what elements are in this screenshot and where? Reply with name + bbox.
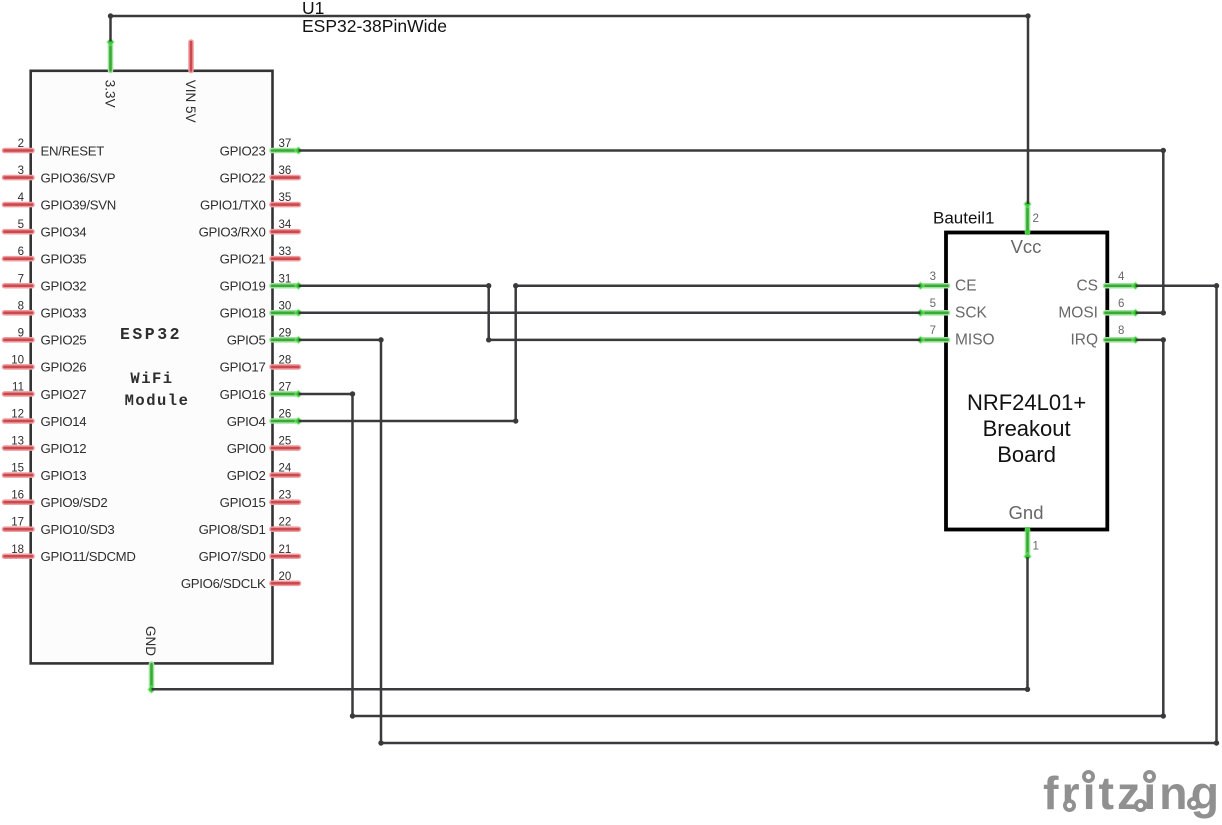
svg-text:6: 6 (1118, 298, 1124, 310)
svg-text:GPIO33: GPIO33 (41, 306, 87, 321)
svg-text:WiFi: WiFi (130, 370, 173, 388)
svg-text:7: 7 (18, 273, 24, 285)
svg-text:2: 2 (1033, 213, 1039, 225)
svg-text:4: 4 (1118, 271, 1125, 283)
svg-text:GPIO5: GPIO5 (227, 333, 266, 348)
svg-text:GPIO27: GPIO27 (41, 387, 87, 402)
svg-text:5: 5 (930, 298, 936, 310)
svg-text:8: 8 (18, 300, 24, 312)
svg-text:35: 35 (279, 192, 292, 204)
svg-text:Breakout: Breakout (983, 416, 1071, 441)
svg-text:Bauteil1: Bauteil1 (933, 209, 994, 228)
svg-text:17: 17 (11, 517, 24, 529)
svg-text:MISO: MISO (955, 332, 995, 349)
svg-text:CE: CE (955, 278, 977, 295)
svg-text:EN/RESET: EN/RESET (41, 143, 105, 158)
svg-text:GND: GND (143, 626, 158, 656)
svg-text:36: 36 (279, 165, 292, 177)
svg-text:4: 4 (18, 192, 25, 204)
svg-text:12: 12 (11, 409, 24, 421)
svg-text:GPIO19: GPIO19 (220, 279, 266, 294)
svg-text:21: 21 (279, 544, 292, 556)
svg-text:GPIO36/SVP: GPIO36/SVP (41, 170, 116, 185)
svg-text:ESP32: ESP32 (120, 325, 182, 344)
svg-text:GPIO17: GPIO17 (220, 360, 266, 375)
svg-text:GPIO0: GPIO0 (227, 441, 266, 456)
svg-text:5: 5 (18, 219, 24, 231)
svg-text:8: 8 (1118, 325, 1124, 337)
svg-text:NRF24L01+: NRF24L01+ (967, 390, 1086, 415)
svg-text:11: 11 (12, 381, 24, 393)
svg-text:25: 25 (279, 436, 292, 448)
svg-text:GPIO35: GPIO35 (41, 252, 87, 267)
svg-text:13: 13 (11, 436, 24, 448)
svg-text:GPIO7/SD0: GPIO7/SD0 (199, 549, 266, 564)
svg-text:GPIO9/SD2: GPIO9/SD2 (41, 495, 108, 510)
svg-text:24: 24 (279, 463, 292, 475)
svg-text:20: 20 (279, 571, 292, 583)
svg-text:GPIO22: GPIO22 (220, 170, 266, 185)
svg-text:GPIO25: GPIO25 (41, 333, 87, 348)
svg-text:GPIO18: GPIO18 (220, 306, 266, 321)
svg-text:37: 37 (279, 138, 292, 150)
svg-text:7: 7 (930, 325, 936, 337)
svg-text:U1: U1 (302, 0, 324, 18)
svg-text:3: 3 (18, 165, 24, 177)
svg-text:Gnd: Gnd (1009, 502, 1044, 523)
svg-text:Vcc: Vcc (1011, 236, 1042, 257)
svg-text:33: 33 (279, 246, 292, 258)
svg-text:GPIO1/TX0: GPIO1/TX0 (200, 197, 265, 212)
svg-text:VIN 5V: VIN 5V (183, 80, 198, 123)
svg-text:9: 9 (18, 327, 24, 339)
svg-text:GPIO8/SD1: GPIO8/SD1 (199, 522, 266, 537)
svg-text:3.3V: 3.3V (103, 80, 118, 108)
svg-text:GPIO6/SDCLK: GPIO6/SDCLK (181, 576, 266, 591)
svg-text:ESP32-38PinWide: ESP32-38PinWide (302, 16, 447, 36)
svg-text:GPIO32: GPIO32 (41, 279, 87, 294)
svg-text:Module: Module (125, 392, 190, 410)
svg-text:GPIO39/SVN: GPIO39/SVN (41, 197, 116, 212)
svg-text:28: 28 (279, 354, 292, 366)
svg-text:29: 29 (279, 327, 292, 339)
svg-text:GPIO2: GPIO2 (227, 468, 266, 483)
svg-text:GPIO3/RX0: GPIO3/RX0 (199, 224, 266, 239)
svg-text:6: 6 (18, 246, 24, 258)
svg-text:GPIO14: GPIO14 (41, 414, 87, 429)
svg-text:15: 15 (11, 463, 24, 475)
svg-text:31: 31 (279, 273, 292, 285)
svg-text:GPIO15: GPIO15 (220, 495, 266, 510)
svg-text:GPIO16: GPIO16 (220, 387, 266, 402)
svg-text:16: 16 (11, 490, 24, 502)
svg-text:1: 1 (1033, 541, 1039, 553)
svg-text:GPIO12: GPIO12 (41, 441, 87, 456)
svg-text:MOSI: MOSI (1058, 305, 1098, 322)
svg-text:23: 23 (279, 490, 292, 502)
svg-text:GPIO34: GPIO34 (41, 224, 87, 239)
svg-text:SCK: SCK (955, 305, 988, 322)
svg-text:18: 18 (11, 544, 24, 556)
svg-text:GPIO4: GPIO4 (227, 414, 266, 429)
svg-text:GPIO13: GPIO13 (41, 468, 87, 483)
svg-text:GPIO10/SD3: GPIO10/SD3 (41, 522, 115, 537)
svg-text:3: 3 (930, 271, 936, 283)
svg-text:GPIO26: GPIO26 (41, 360, 87, 375)
svg-text:GPIO21: GPIO21 (220, 252, 266, 267)
svg-text:27: 27 (279, 381, 292, 393)
svg-text:22: 22 (279, 517, 292, 529)
svg-text:34: 34 (279, 219, 292, 231)
svg-text:2: 2 (18, 138, 24, 150)
svg-text:GPIO11/SDCMD: GPIO11/SDCMD (41, 549, 136, 564)
svg-text:IRQ: IRQ (1070, 332, 1098, 349)
svg-text:CS: CS (1076, 278, 1098, 295)
svg-text:GPIO23: GPIO23 (220, 143, 266, 158)
svg-text:30: 30 (279, 300, 292, 312)
svg-text:Board: Board (997, 442, 1056, 467)
svg-text:10: 10 (11, 354, 24, 366)
svg-text:26: 26 (279, 409, 292, 421)
